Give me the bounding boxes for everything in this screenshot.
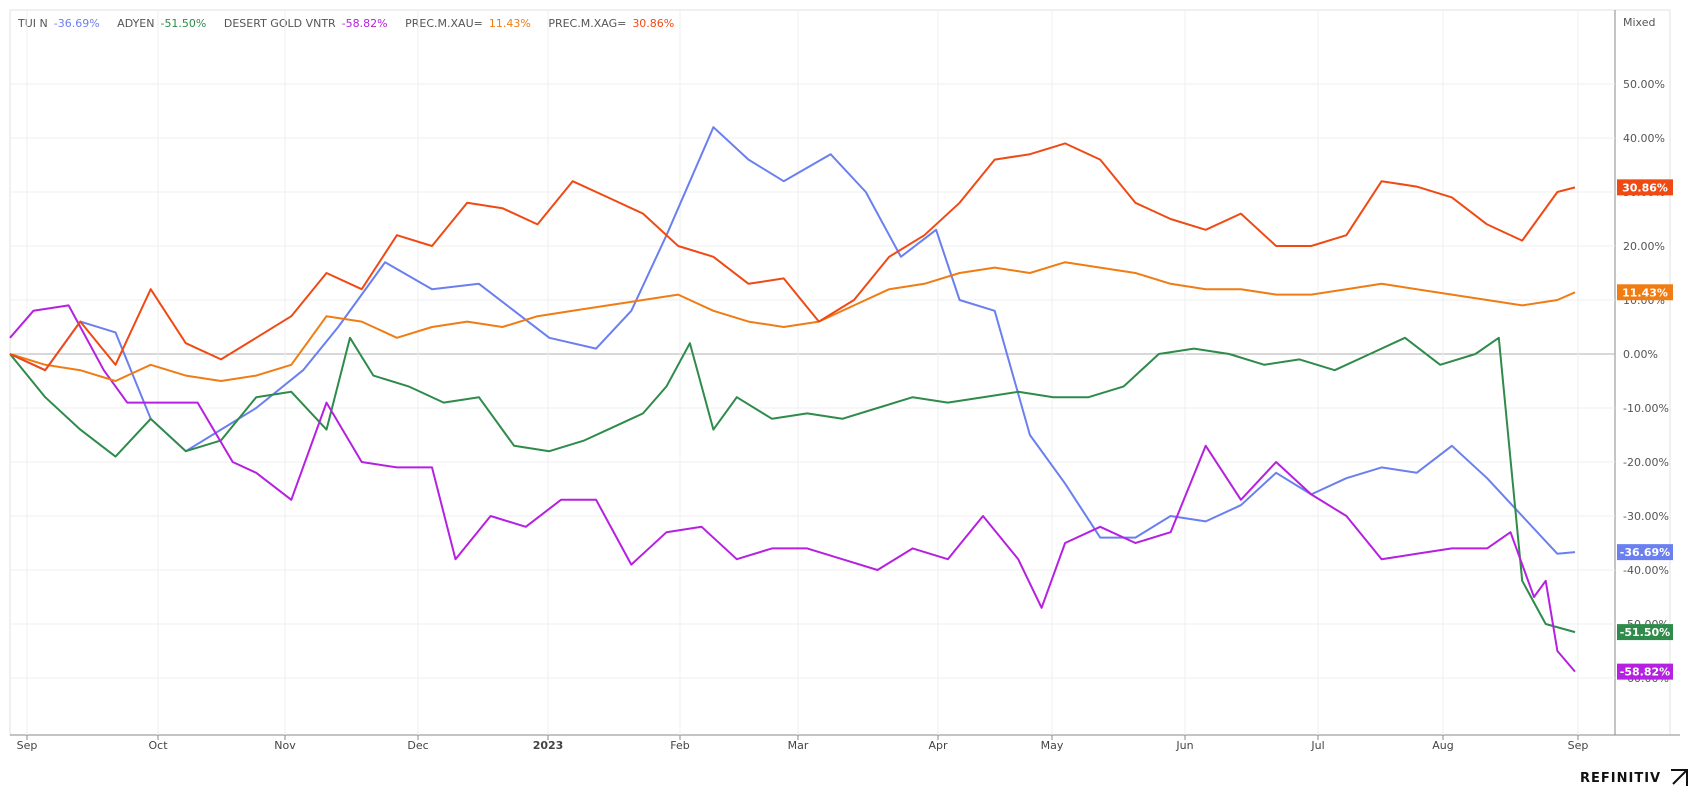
last-value-label: -51.50% [1620, 626, 1670, 639]
last-value-label: -36.69% [1620, 546, 1670, 559]
y-tick-label: -20.00% [1623, 456, 1669, 469]
legend-name: PREC.M.XAU= [405, 17, 483, 30]
last-value-label: 30.86% [1622, 181, 1668, 194]
last-value-badge [1617, 544, 1673, 561]
y-tick-label: 20.00% [1623, 240, 1665, 253]
last-value-badge [1617, 179, 1673, 196]
x-tick-label: Oct [148, 739, 168, 752]
x-tick-label: May [1041, 739, 1064, 752]
y-tick-label: -10.00% [1623, 402, 1669, 415]
last-value-badge [1617, 624, 1673, 641]
x-tick-label: Dec [407, 739, 428, 752]
legend-name: DESERT GOLD VNTR [223, 17, 336, 30]
series-line-0[interactable] [9, 126, 1576, 555]
legend-item-desert-gold: DESERT GOLD VNTR -58.82% [224, 17, 391, 30]
legend-value: 11.43% [488, 17, 531, 30]
x-tick-label: Sep [1568, 739, 1589, 752]
x-tick-label: Jun [1175, 739, 1193, 752]
refinitiv-arrow-icon [1671, 769, 1689, 786]
x-tick-label: Nov [274, 739, 296, 752]
legend-name: ADYEN [117, 17, 155, 30]
legend-item-xag: PREC.M.XAG= 30.86% [548, 17, 674, 30]
scale-mode-label: Mixed [1623, 16, 1655, 29]
chart-legend: TUI N -36.69% ADYEN -51.50% DESERT GOLD VN… [18, 17, 688, 30]
x-tick-label: Apr [928, 739, 948, 752]
legend-name: TUI N [18, 17, 48, 30]
x-tick-label: Mar [788, 739, 809, 752]
legend-value: -58.82% [341, 17, 388, 30]
x-tick-label: Jul [1310, 739, 1324, 752]
legend-value: -36.69% [53, 17, 100, 30]
series-line-1[interactable] [9, 336, 1576, 634]
brand-text: REFINITIV [1580, 770, 1662, 786]
x-tick-label: Feb [670, 739, 689, 752]
x-tick-label: Aug [1432, 739, 1453, 752]
y-tick-label: 40.00% [1623, 132, 1665, 145]
legend-name: PREC.M.XAG= [548, 17, 627, 30]
x-tick-label: Sep [17, 739, 38, 752]
last-value-label: -58.82% [1620, 666, 1670, 679]
legend-item-adyen: ADYEN -51.50% [117, 17, 210, 30]
plot-frame [9, 9, 1671, 736]
x-tick-label: 2023 [533, 739, 564, 752]
legend-value: -51.50% [160, 17, 207, 30]
y-tick-label: 0.00% [1623, 348, 1658, 361]
series-line-2[interactable] [9, 304, 1576, 673]
y-tick-label: 50.00% [1623, 78, 1665, 91]
y-tick-label: -30.00% [1623, 510, 1669, 523]
last-value-label: 11.43% [1622, 286, 1668, 299]
last-value-badge [1617, 284, 1673, 301]
brand-logo: REFINITIV [1580, 768, 1689, 788]
legend-value: 30.86% [632, 17, 675, 30]
legend-item-tui: TUI N -36.69% [18, 17, 103, 30]
last-value-badge [1617, 663, 1673, 680]
legend-item-xau: PREC.M.XAU= 11.43% [405, 17, 534, 30]
series-line-4[interactable] [9, 142, 1576, 372]
y-tick-label: -40.00% [1623, 564, 1669, 577]
series-line-3[interactable] [9, 261, 1576, 382]
